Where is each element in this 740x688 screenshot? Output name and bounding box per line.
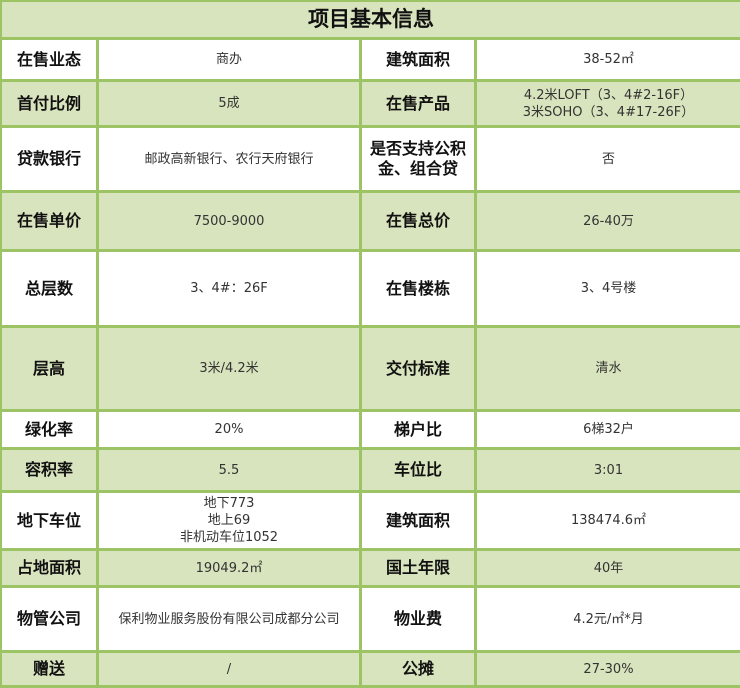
table-row: 贷款银行邮政高新银行、农行天府银行是否支持公积金、组合贷否 — [1, 127, 740, 192]
field-value-2: 26-40万 — [476, 192, 740, 251]
value-line: 19049.2㎡ — [99, 560, 359, 577]
field-label-1: 层高 — [1, 327, 98, 411]
field-value-1: 20% — [98, 411, 361, 449]
field-value-2: 6梯32户 — [476, 411, 740, 449]
field-value-2: 4.2米LOFT（3、4#2-16F）3米SOHO（3、4#17-26F） — [476, 81, 740, 127]
value-line: 地上69 — [99, 512, 359, 529]
value-line: 地下773 — [99, 495, 359, 512]
field-value-2: 3、4号楼 — [476, 251, 740, 327]
value-line: 3、4号楼 — [477, 280, 740, 297]
field-label-1: 总层数 — [1, 251, 98, 327]
field-value-2: 138474.6㎡ — [476, 492, 740, 550]
value-line: 20% — [99, 421, 359, 438]
value-line: 商办 — [99, 51, 359, 68]
field-value-1: 7500-9000 — [98, 192, 361, 251]
field-value-1: 3米/4.2米 — [98, 327, 361, 411]
field-label-2: 物业费 — [361, 587, 476, 652]
value-line: 邮政高新银行、农行天府银行 — [99, 151, 359, 168]
value-line: 26-40万 — [477, 213, 740, 230]
field-label-2: 是否支持公积金、组合贷 — [361, 127, 476, 192]
field-value-1: 商办 — [98, 39, 361, 81]
field-label-1: 赠送 — [1, 652, 98, 687]
field-label-2: 车位比 — [361, 449, 476, 492]
field-value-2: 清水 — [476, 327, 740, 411]
field-value-2: 40年 — [476, 550, 740, 587]
value-line: 5成 — [99, 95, 359, 112]
field-value-2: 4.2元/㎡*月 — [476, 587, 740, 652]
field-label-2: 交付标准 — [361, 327, 476, 411]
value-line: 40年 — [477, 560, 740, 577]
value-line: 138474.6㎡ — [477, 512, 740, 529]
value-line: 5.5 — [99, 462, 359, 479]
value-line: 4.2米LOFT（3、4#2-16F） — [477, 87, 740, 104]
value-line: 27-30% — [477, 661, 740, 678]
field-value-2: 38-52㎡ — [476, 39, 740, 81]
field-value-1: 19049.2㎡ — [98, 550, 361, 587]
field-label-2: 在售总价 — [361, 192, 476, 251]
field-value-2: 27-30% — [476, 652, 740, 687]
field-label-1: 首付比例 — [1, 81, 98, 127]
value-line: 非机动车位1052 — [99, 529, 359, 546]
field-value-1: 5成 — [98, 81, 361, 127]
value-line: 7500-9000 — [99, 213, 359, 230]
field-label-2: 梯户比 — [361, 411, 476, 449]
value-line: 4.2元/㎡*月 — [477, 611, 740, 628]
field-label-1: 在售业态 — [1, 39, 98, 81]
field-value-2: 3:01 — [476, 449, 740, 492]
field-label-1: 物管公司 — [1, 587, 98, 652]
field-value-1: 保利物业服务股份有限公司成都分公司 — [98, 587, 361, 652]
value-line: 6梯32户 — [477, 421, 740, 438]
field-label-2: 建筑面积 — [361, 492, 476, 550]
field-label-1: 容积率 — [1, 449, 98, 492]
field-label-1: 在售单价 — [1, 192, 98, 251]
value-line: 3:01 — [477, 462, 740, 479]
field-label-1: 地下车位 — [1, 492, 98, 550]
value-line: / — [99, 661, 359, 678]
value-line: 3米SOHO（3、4#17-26F） — [477, 104, 740, 121]
table-title: 项目基本信息 — [1, 1, 740, 39]
field-value-1: 5.5 — [98, 449, 361, 492]
field-value-2: 否 — [476, 127, 740, 192]
field-label-2: 在售产品 — [361, 81, 476, 127]
value-line: 38-52㎡ — [477, 51, 740, 68]
field-value-1: 3、4#：26F — [98, 251, 361, 327]
field-label-1: 贷款银行 — [1, 127, 98, 192]
field-label-1: 占地面积 — [1, 550, 98, 587]
value-line: 否 — [477, 151, 740, 168]
value-line: 保利物业服务股份有限公司成都分公司 — [99, 611, 359, 628]
field-label-2: 建筑面积 — [361, 39, 476, 81]
field-label-2: 在售楼栋 — [361, 251, 476, 327]
field-label-1: 绿化率 — [1, 411, 98, 449]
value-line: 3米/4.2米 — [99, 360, 359, 377]
value-line: 清水 — [477, 360, 740, 377]
field-value-1: / — [98, 652, 361, 687]
field-label-2: 国土年限 — [361, 550, 476, 587]
field-label-2: 公摊 — [361, 652, 476, 687]
value-line: 3、4#：26F — [99, 280, 359, 297]
field-value-1: 邮政高新银行、农行天府银行 — [98, 127, 361, 192]
